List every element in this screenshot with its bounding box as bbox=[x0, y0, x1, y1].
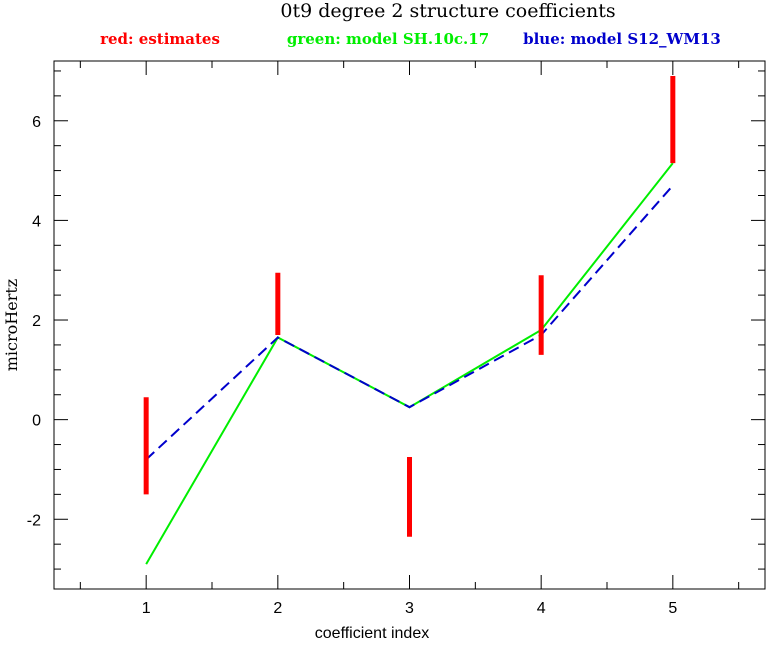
x-axis-label: coefficient index bbox=[315, 625, 429, 641]
y-tick-label: 4 bbox=[32, 213, 41, 230]
chart-title: 0t9 degree 2 structure coefficients bbox=[280, 0, 615, 22]
axes: 1 2 3 4 5 -2 0 2 4 6 bbox=[27, 61, 765, 617]
legend-estimates: red: estimates bbox=[100, 30, 220, 48]
legend-model-s12wm13: blue: model S12_WM13 bbox=[523, 30, 721, 48]
series-line-s12wm13 bbox=[145, 184, 674, 461]
x-tick-label: 4 bbox=[537, 600, 546, 617]
y-tick-label: -2 bbox=[27, 512, 41, 529]
error-bars bbox=[143, 75, 676, 537]
x-tick-label: 1 bbox=[142, 600, 151, 617]
x-tick-label: 5 bbox=[668, 600, 677, 617]
y-tick-label: 0 bbox=[32, 413, 41, 430]
y-tick-label: 6 bbox=[32, 114, 41, 131]
x-tick-label: 3 bbox=[405, 600, 414, 617]
legend-model-sh10c17: green: model SH.10c.17 bbox=[287, 30, 489, 48]
y-tick-label: 2 bbox=[32, 313, 41, 330]
x-tick-label: 2 bbox=[273, 600, 282, 617]
series-lines bbox=[145, 162, 674, 565]
y-axis-label: microHertz bbox=[2, 279, 21, 371]
